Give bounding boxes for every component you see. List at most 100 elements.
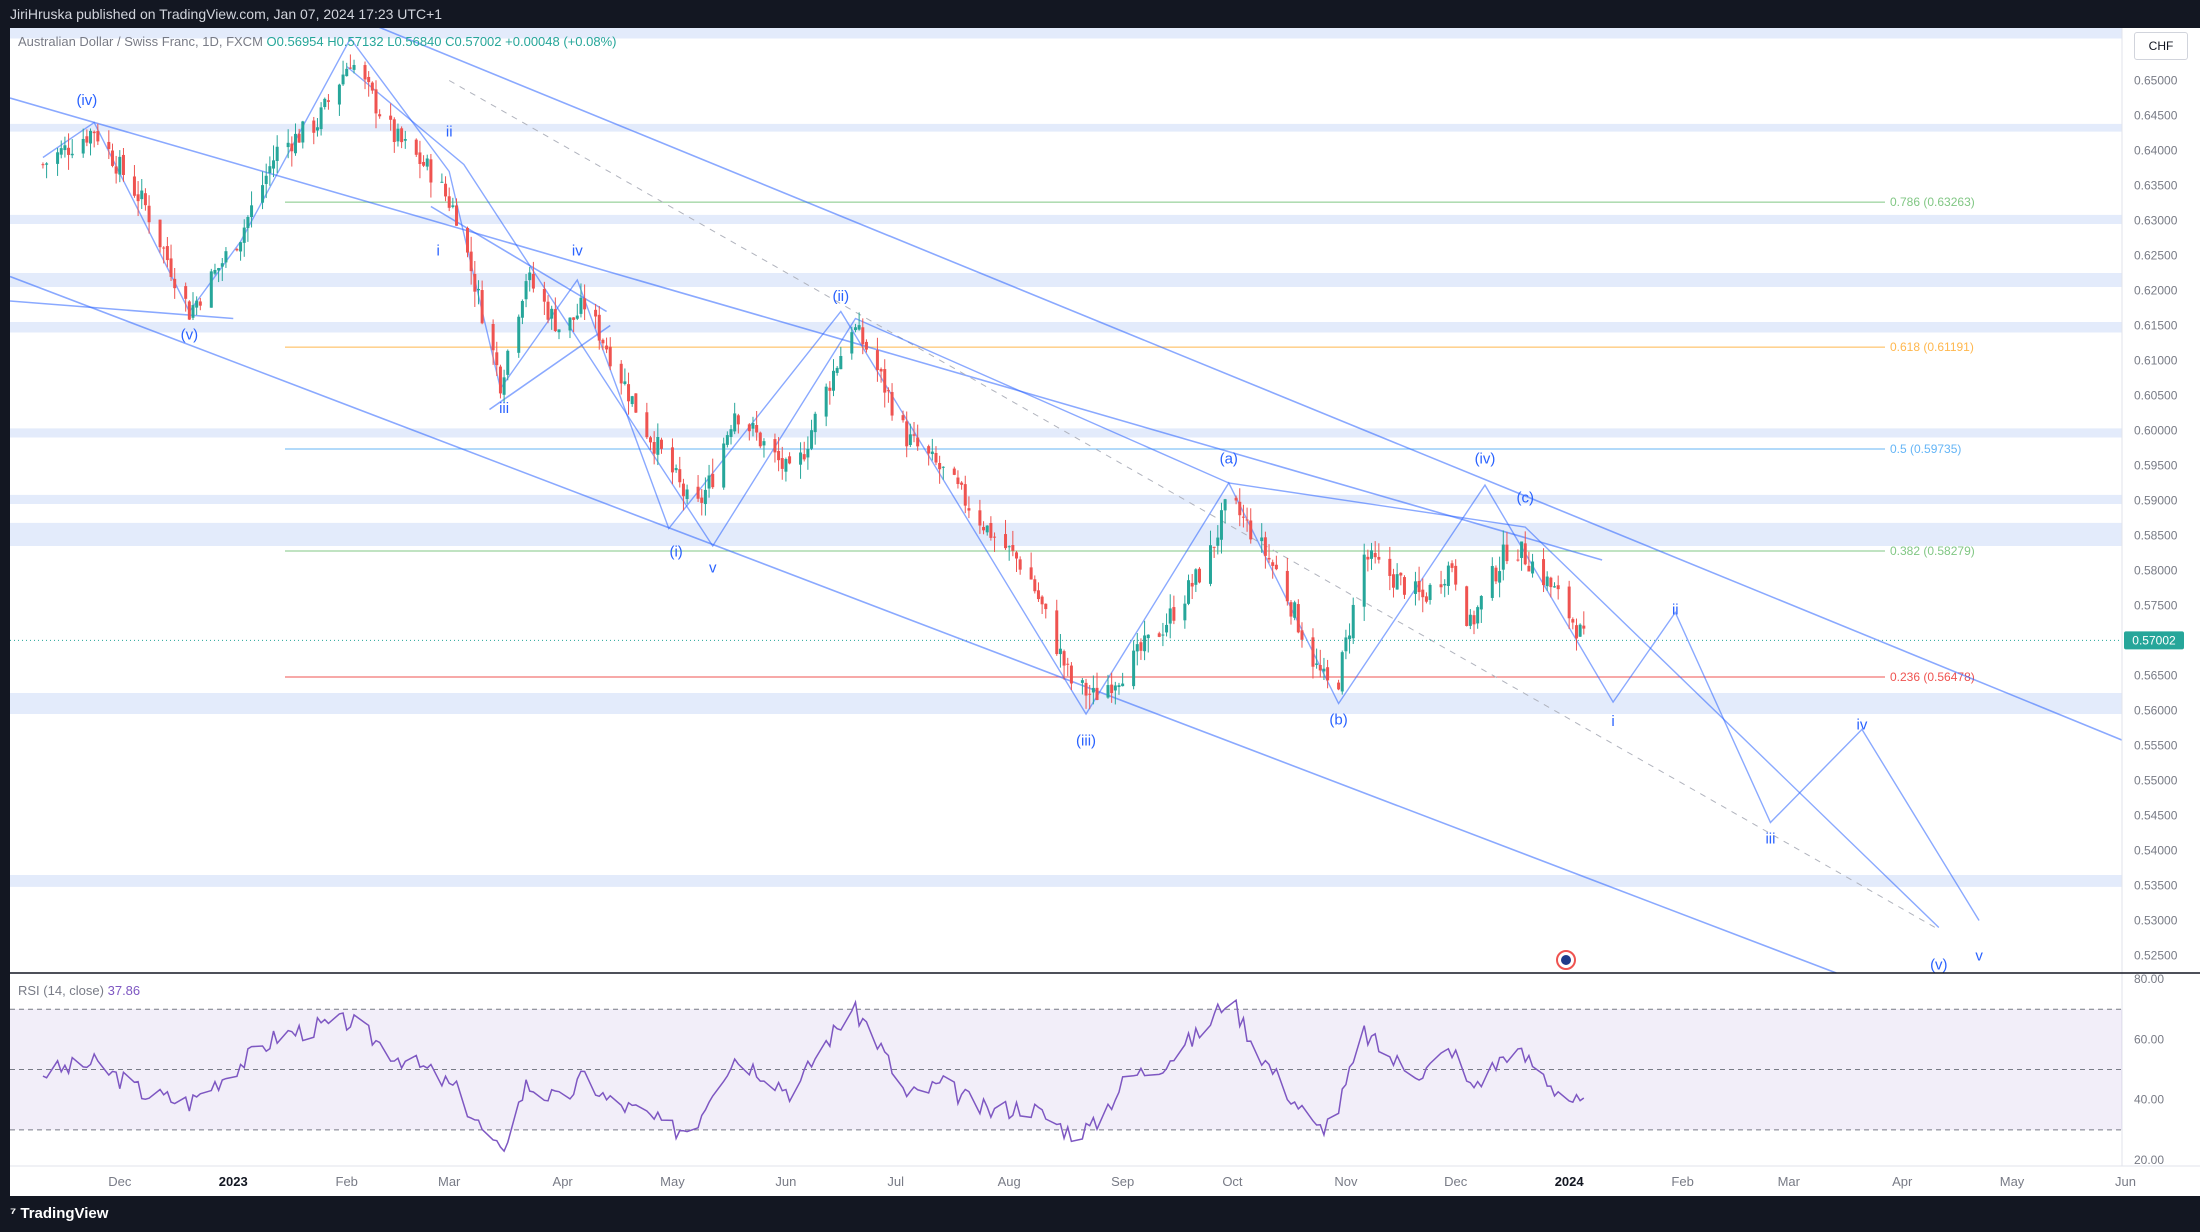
candle-body <box>627 384 631 402</box>
candle-body <box>956 477 960 485</box>
symbol-name[interactable]: Australian Dollar / Swiss Franc, 1D, FXC… <box>18 34 263 49</box>
fib-label: 0.786 (0.63263) <box>1890 195 1975 209</box>
candle-body <box>502 377 506 395</box>
time-tick-label: Apr <box>553 1174 574 1189</box>
ohlc-change: +0.00048 (+0.08%) <box>505 34 617 49</box>
candle-body <box>583 298 587 310</box>
candle-body <box>725 435 729 445</box>
candle-body <box>967 508 971 511</box>
candle-body <box>275 146 279 161</box>
candle-body <box>1015 552 1018 559</box>
candle-body <box>568 317 572 331</box>
price-axis-bg <box>2122 28 2200 1166</box>
candle-body <box>1494 567 1498 582</box>
channel-line <box>430 205 607 313</box>
candle-body <box>1187 580 1191 604</box>
rsi-line <box>42 998 1585 1153</box>
candle-body <box>652 442 656 454</box>
candle-body <box>140 190 144 200</box>
fib-label: 0.382 (0.58279) <box>1890 544 1975 558</box>
price-tick-label: 0.55500 <box>2134 739 2178 753</box>
sr-zone <box>10 273 2122 287</box>
candle-body <box>736 415 740 425</box>
candle-body <box>1216 537 1220 546</box>
candle-body <box>1121 683 1125 687</box>
candle-body <box>392 119 396 142</box>
candle-body <box>239 242 243 252</box>
last-price-label: 0.57002 <box>2132 633 2176 647</box>
rsi-tick-label: 20.00 <box>2134 1153 2164 1167</box>
candle-body <box>1095 687 1099 700</box>
candle-body <box>670 447 674 473</box>
price-chart[interactable]: 0.786 (0.63263) 0.618 (0.61191) 0.5 (0.597… <box>10 28 2200 1196</box>
candle-body <box>345 68 349 77</box>
candle-body <box>747 424 751 432</box>
price-tick-label: 0.65000 <box>2134 74 2178 88</box>
publisher-text: JiriHruska published on TradingView.com,… <box>10 6 443 22</box>
candle-body <box>1223 499 1227 511</box>
candle-body <box>784 459 788 472</box>
candle-body <box>1351 604 1355 639</box>
candle-body <box>1044 603 1048 610</box>
candle-body <box>56 152 60 164</box>
chart-panel[interactable]: 0.786 (0.63263) 0.618 (0.61191) 0.5 (0.597… <box>10 28 2200 1196</box>
candle-body <box>1362 554 1366 607</box>
candle-body <box>476 288 480 291</box>
candle-body <box>649 437 652 443</box>
price-tick-label: 0.62000 <box>2134 284 2178 298</box>
sr-zone <box>10 322 2122 333</box>
candle-body <box>315 127 319 131</box>
candle-body <box>1479 596 1483 610</box>
candle-body <box>1553 586 1557 588</box>
candle-body <box>136 194 140 202</box>
candle-body <box>268 166 272 174</box>
candle-body <box>1311 637 1315 667</box>
channel-line <box>10 300 234 320</box>
candle-body <box>1531 561 1535 574</box>
candle-body <box>1348 635 1352 640</box>
candle-body <box>685 489 689 500</box>
candle-body <box>835 367 839 373</box>
tradingview-logo-icon[interactable]: ⁷ TradingView <box>10 1205 109 1222</box>
candle-body <box>261 185 265 203</box>
sr-zone <box>10 28 2122 39</box>
candle-body <box>1443 583 1447 586</box>
wave-label: i <box>437 243 440 260</box>
candle-body <box>118 156 122 175</box>
rsi-label[interactable]: RSI (14, close) <box>18 983 104 998</box>
candle-body <box>1505 544 1509 562</box>
channel-line <box>378 28 2145 750</box>
candle-body <box>165 246 169 261</box>
candle-body <box>143 193 147 206</box>
candle-body <box>1395 574 1399 590</box>
candle-body <box>1428 584 1432 600</box>
candle-body <box>985 525 989 533</box>
currency-button[interactable]: CHF <box>2134 32 2188 60</box>
sr-zone <box>10 494 2122 504</box>
candle-body <box>1556 585 1560 590</box>
candle-body <box>1450 563 1454 568</box>
candle-body <box>1004 534 1008 549</box>
candle-body <box>1069 665 1073 684</box>
price-tick-label: 0.60000 <box>2134 424 2178 438</box>
candle-body <box>70 153 74 156</box>
price-tick-label: 0.59000 <box>2134 494 2178 508</box>
candle-body <box>861 327 865 345</box>
candle-body <box>656 436 660 455</box>
candle-body <box>762 441 766 446</box>
candle-body <box>1501 544 1505 570</box>
candle-body <box>63 145 67 151</box>
candle-body <box>1245 519 1249 521</box>
candle-body <box>326 100 330 102</box>
candle-body <box>864 341 868 350</box>
candle-body <box>557 329 561 333</box>
candle-body <box>711 473 715 488</box>
candle-body <box>323 98 327 108</box>
candle-body <box>213 269 217 274</box>
candle-body <box>1271 562 1275 566</box>
candle-body <box>341 74 345 85</box>
candle-body <box>989 522 993 538</box>
candle-body <box>916 437 920 447</box>
ohlc-open: O0.56954 <box>266 34 324 49</box>
candle-body <box>1106 685 1110 698</box>
